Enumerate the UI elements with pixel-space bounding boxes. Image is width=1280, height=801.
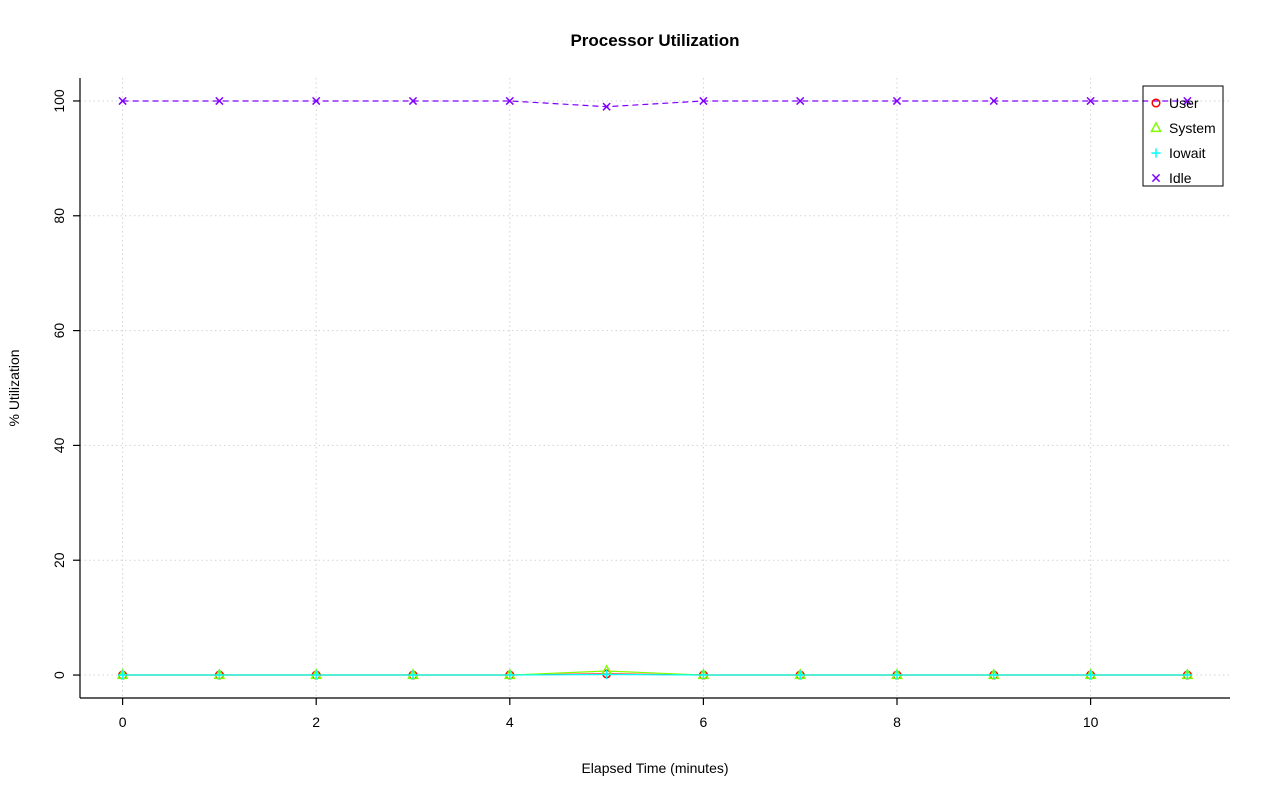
svg-text:2: 2 [312, 714, 320, 730]
legend: User System Iowait Idle [1142, 85, 1224, 187]
svg-text:60: 60 [51, 323, 67, 339]
svg-text:0: 0 [51, 671, 67, 679]
svg-text:Idle: Idle [1169, 170, 1192, 186]
grid-layer [80, 78, 1230, 698]
y-axis-label: % Utilization [6, 349, 22, 427]
svg-text:Iowait: Iowait [1169, 145, 1206, 161]
svg-text:10: 10 [1083, 714, 1099, 730]
x-axis-label: Elapsed Time (minutes) [581, 760, 729, 776]
chart-title: Processor Utilization [570, 31, 740, 50]
svg-text:80: 80 [51, 208, 67, 224]
svg-text:System: System [1169, 120, 1216, 136]
series-layer [116, 96, 1194, 680]
svg-text:4: 4 [506, 714, 514, 730]
svg-text:User: User [1169, 95, 1199, 111]
svg-text:100: 100 [51, 89, 67, 113]
svg-text:8: 8 [893, 714, 901, 730]
svg-text:20: 20 [51, 552, 67, 568]
svg-text:6: 6 [700, 714, 708, 730]
svg-text:40: 40 [51, 437, 67, 453]
svg-text:0: 0 [119, 714, 127, 730]
